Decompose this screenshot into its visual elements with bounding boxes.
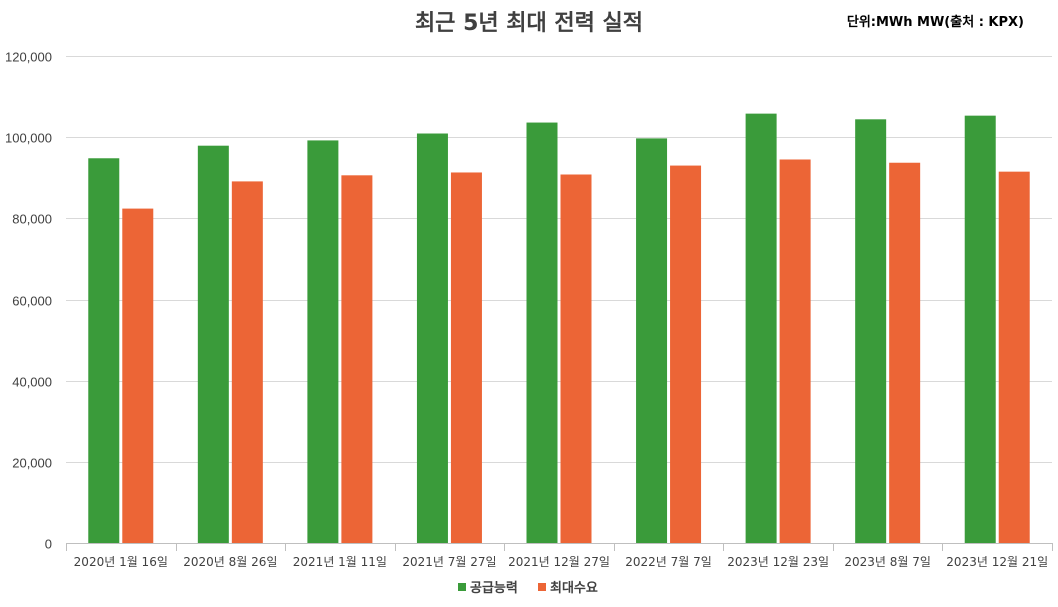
x-category-label: 2020년 8월 26일 [183, 555, 277, 569]
y-tick-label: 60,000 [12, 294, 52, 309]
bar-demand [341, 175, 373, 543]
bar-supply [307, 140, 339, 543]
bar-demand [889, 162, 921, 543]
legend-swatch [458, 583, 466, 591]
bar-supply [416, 133, 448, 543]
legend-label: 최대수요 [550, 581, 598, 596]
x-category-label: 2021년 12월 27일 [508, 555, 610, 569]
x-category-label: 2021년 7월 27일 [402, 555, 496, 569]
bar-supply [964, 115, 996, 543]
gridlines [66, 56, 1052, 463]
y-tick-label: 40,000 [12, 375, 52, 390]
bar-demand [560, 174, 592, 543]
bar-demand [670, 165, 702, 543]
x-category-label: 2022년 7월 7일 [625, 555, 712, 569]
bar-demand [450, 172, 482, 543]
bar-demand [122, 208, 154, 544]
x-category-label: 2023년 8월 7일 [844, 555, 931, 569]
x-category-label: 2023년 12월 23일 [727, 555, 829, 569]
bar-supply [526, 122, 558, 543]
legend-swatch [538, 583, 546, 591]
legend: 공급능력 최대수요 [458, 581, 598, 596]
bar-supply [855, 119, 887, 543]
y-tick-label: 0 [45, 537, 52, 552]
bar-supply [197, 145, 229, 544]
bar-supply [745, 113, 777, 544]
bar-supply [636, 138, 668, 544]
bar-demand [779, 159, 811, 544]
bar-demand [231, 181, 263, 543]
bar-supply [88, 158, 120, 543]
y-tick-label: 120,000 [5, 50, 52, 65]
x-axis-categories: 2020년 1월 16일 2020년 8월 26일 2021년 1월 11일 2021… [66, 543, 1053, 569]
x-category-label: 2021년 1월 11일 [293, 555, 387, 569]
y-tick-label: 100,000 [5, 131, 52, 146]
legend-label: 공급능력 [470, 581, 518, 596]
y-axis-ticks: 0 20,000 40,000 60,000 80,000 100,000 120,000 [5, 50, 52, 552]
bars [88, 113, 1030, 544]
y-tick-label: 80,000 [12, 212, 52, 227]
chart-title: 최근 5년 최대 전력 실적 [415, 11, 643, 36]
y-tick-label: 20,000 [12, 456, 52, 471]
x-category-label: 2020년 1월 16일 [74, 555, 168, 569]
unit-note: 단위:MWh MW(출처 : KPX) [847, 14, 1024, 30]
x-category-label: 2023년 12월 21일 [946, 555, 1048, 569]
bar-demand [998, 171, 1030, 543]
